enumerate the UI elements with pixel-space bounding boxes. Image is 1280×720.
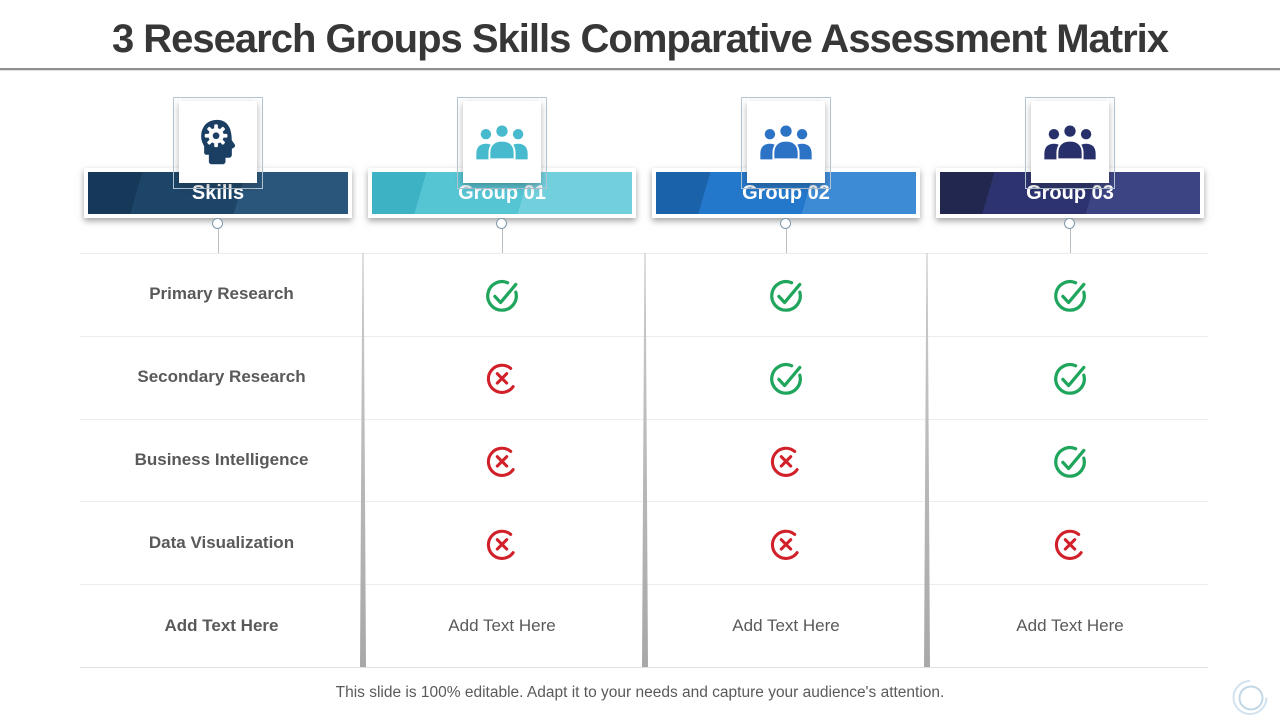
swirl-logo: [1232, 680, 1268, 715]
icon-frame: [457, 97, 547, 189]
cross-circle-icon: [486, 529, 515, 560]
column-divider: [924, 253, 930, 667]
column-divider: [360, 253, 366, 667]
cross-cell: [478, 501, 526, 584]
skill-row-label: Data Visualization: [148, 532, 295, 552]
connector-line: [1069, 228, 1071, 253]
check-cell: [1046, 253, 1094, 336]
check-cell: [762, 336, 810, 419]
check-circle-icon: [770, 280, 802, 313]
cross-circle-icon: [486, 446, 515, 477]
team-icon: [476, 123, 528, 161]
cross-cell: [478, 336, 526, 419]
check-circle-icon: [770, 363, 802, 395]
check-cell: [1046, 336, 1094, 419]
icon-card: [179, 101, 257, 183]
cross-cell: [1046, 501, 1094, 584]
skill-row-label[interactable]: Add Text Here: [164, 615, 279, 635]
icon-frame: [1025, 97, 1115, 189]
skill-row-label: Primary Research: [149, 284, 294, 304]
connector-line: [785, 228, 787, 253]
icon-card: [1031, 101, 1109, 183]
footer-note: This slide is 100% editable. Adapt it to…: [335, 684, 945, 701]
head-gear-icon: [201, 119, 236, 165]
check-circle-icon: [1054, 445, 1086, 478]
column-header-label: Group 02: [742, 182, 830, 204]
check-circle-icon: [1054, 280, 1086, 313]
column-divider: [642, 253, 648, 667]
skill-row-label: Secondary Research: [137, 367, 306, 387]
icon-frame: [173, 97, 263, 189]
title-divider: [0, 68, 1280, 71]
connector-circle: [496, 218, 507, 229]
check-cell: [1046, 419, 1094, 502]
placeholder-text[interactable]: Add Text Here: [448, 615, 556, 635]
cross-circle-icon: [770, 446, 799, 477]
team-icon: [760, 123, 812, 161]
connector-circle: [1064, 218, 1075, 229]
cross-cell: [478, 419, 526, 502]
check-cell: [762, 253, 810, 336]
connector-line: [217, 228, 219, 253]
placeholder-text[interactable]: Add Text Here: [732, 615, 840, 635]
icon-card: [747, 101, 825, 183]
check-circle-icon: [486, 280, 518, 313]
cross-circle-icon: [770, 529, 799, 560]
check-cell: [478, 253, 526, 336]
connector-circle: [212, 218, 223, 229]
check-circle-icon: [1054, 363, 1086, 395]
connector-circle: [780, 218, 791, 229]
row-separator: [80, 667, 1208, 668]
skill-row-label: Business Intelligence: [134, 449, 309, 469]
team-icon: [1044, 123, 1096, 161]
column-header-label: Group 01: [458, 182, 546, 204]
placeholder-cell[interactable]: Add Text Here: [960, 584, 1180, 667]
column-header-label: Skills: [191, 182, 245, 204]
placeholder-text[interactable]: Add Text Here: [1016, 615, 1124, 635]
placeholder-cell[interactable]: Add Text Here: [676, 584, 896, 667]
page-title: 3 Research Groups Skills Comparative Ass…: [111, 17, 1169, 61]
cross-cell: [762, 419, 810, 502]
placeholder-cell[interactable]: Add Text Here: [392, 584, 612, 667]
icon-card: [463, 101, 541, 183]
column-header-label: Group 03: [1026, 182, 1114, 204]
cross-circle-icon: [1054, 529, 1083, 560]
row-separator: [80, 253, 1208, 254]
connector-line: [501, 228, 503, 253]
icon-frame: [741, 97, 831, 189]
cross-cell: [762, 501, 810, 584]
cross-circle-icon: [486, 363, 515, 395]
